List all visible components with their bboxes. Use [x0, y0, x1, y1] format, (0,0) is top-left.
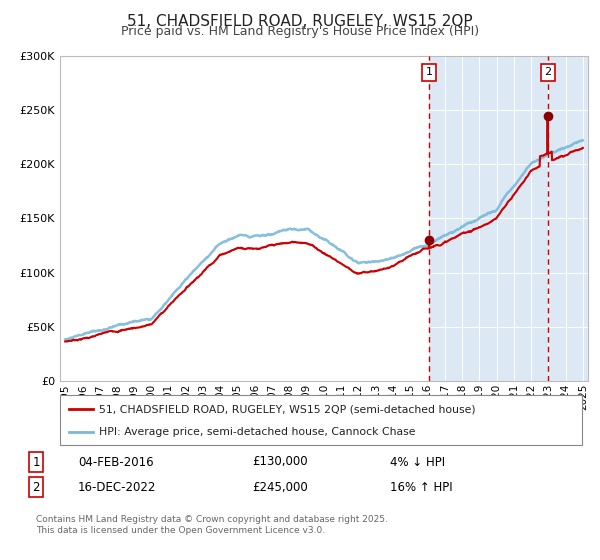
Text: 1: 1: [425, 67, 433, 77]
Text: Contains HM Land Registry data © Crown copyright and database right 2025.
This d: Contains HM Land Registry data © Crown c…: [36, 515, 388, 535]
Text: 16% ↑ HPI: 16% ↑ HPI: [390, 480, 452, 494]
Text: 2: 2: [544, 67, 551, 77]
Bar: [429, 56, 588, 381]
Text: 4% ↓ HPI: 4% ↓ HPI: [390, 455, 445, 469]
Text: 2: 2: [32, 480, 40, 494]
Text: 16-DEC-2022: 16-DEC-2022: [78, 480, 157, 494]
Text: 04-FEB-2016: 04-FEB-2016: [78, 455, 154, 469]
Text: £245,000: £245,000: [252, 480, 308, 494]
Text: 51, CHADSFIELD ROAD, RUGELEY, WS15 2QP (semi-detached house): 51, CHADSFIELD ROAD, RUGELEY, WS15 2QP (…: [99, 404, 476, 414]
Text: 51, CHADSFIELD ROAD, RUGELEY, WS15 2QP: 51, CHADSFIELD ROAD, RUGELEY, WS15 2QP: [127, 14, 473, 29]
Text: Price paid vs. HM Land Registry's House Price Index (HPI): Price paid vs. HM Land Registry's House …: [121, 25, 479, 38]
Text: £130,000: £130,000: [252, 455, 308, 469]
Text: 1: 1: [32, 455, 40, 469]
Text: HPI: Average price, semi-detached house, Cannock Chase: HPI: Average price, semi-detached house,…: [99, 427, 415, 437]
